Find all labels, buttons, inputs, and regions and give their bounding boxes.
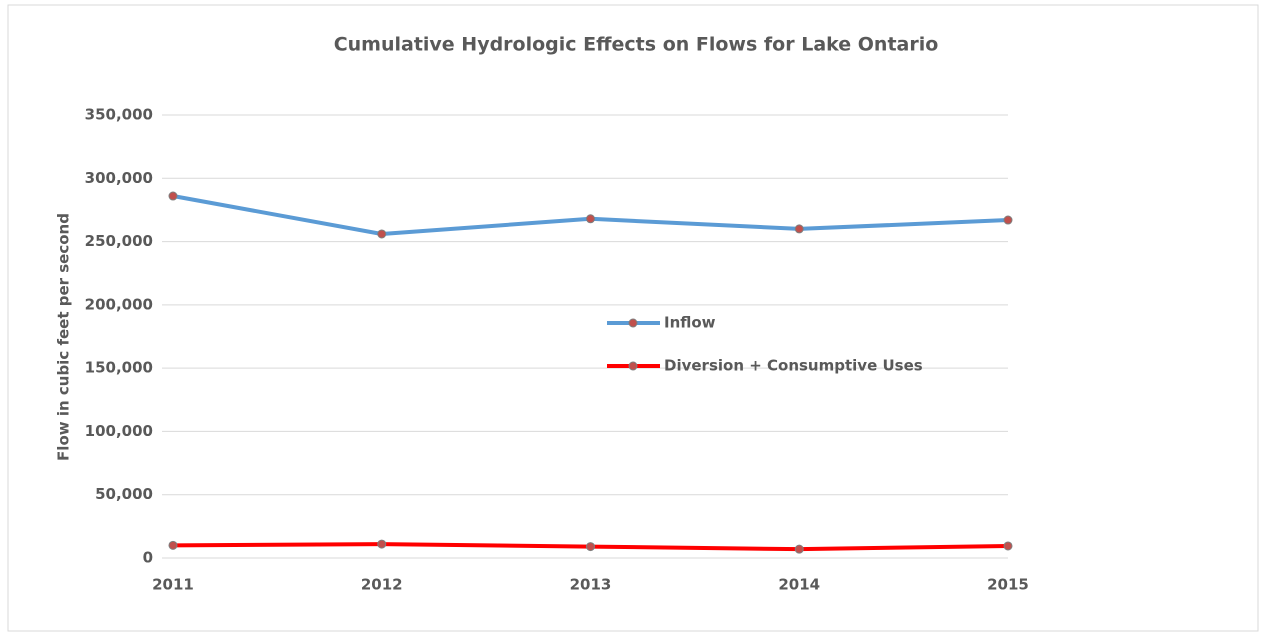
data-point <box>377 539 387 549</box>
data-point <box>586 542 595 552</box>
y-tick-label: 250,000 <box>85 232 153 250</box>
y-tick-label: 150,000 <box>85 359 153 377</box>
data-point <box>168 540 178 550</box>
data-point <box>794 224 804 234</box>
data-point <box>377 229 387 239</box>
y-tick-label: 0 <box>143 549 153 567</box>
x-tick-label: 2015 <box>987 576 1029 594</box>
y-tick-label: 300,000 <box>85 169 153 187</box>
x-tick-label: 2014 <box>778 576 820 594</box>
data-point <box>586 214 595 224</box>
x-tick-label: 2013 <box>570 576 612 594</box>
legend-label: Inflow <box>664 314 716 332</box>
chart-border <box>7 4 1259 632</box>
y-axis-label: Flow in cubic feet per second <box>55 213 73 461</box>
data-point <box>168 191 178 201</box>
y-tick-label: 350,000 <box>85 106 153 124</box>
y-tick-label: 100,000 <box>85 422 153 440</box>
data-point <box>1003 215 1013 225</box>
data-point <box>794 544 804 554</box>
data-point <box>1003 541 1013 551</box>
legend-marker <box>628 361 638 371</box>
y-tick-label: 50,000 <box>95 485 153 503</box>
chart-title: Cumulative Hydrologic Effects on Flows f… <box>334 34 939 56</box>
x-tick-label: 2012 <box>361 576 403 594</box>
y-tick-label: 200,000 <box>85 295 153 313</box>
x-tick-label: 2011 <box>152 576 194 594</box>
legend-label: Diversion + Consumptive Uses <box>664 357 923 375</box>
legend-marker <box>628 318 638 328</box>
